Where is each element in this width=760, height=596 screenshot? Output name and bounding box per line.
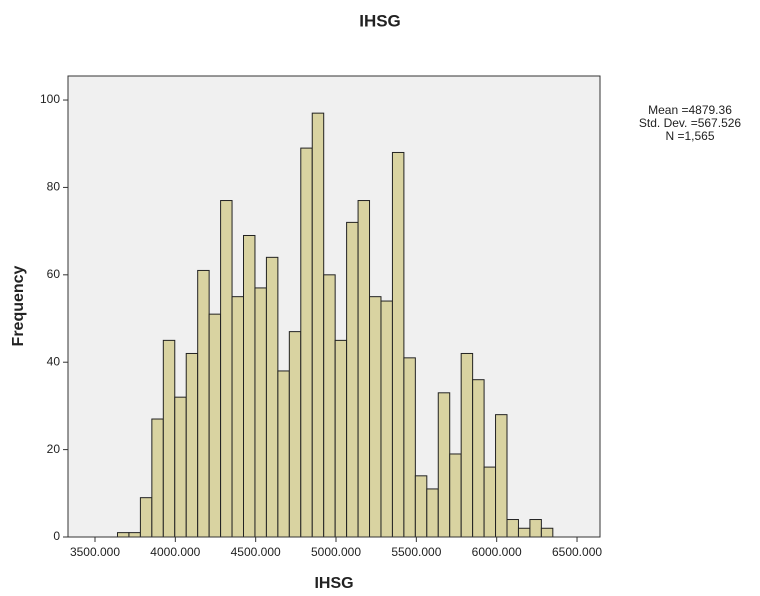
x-tick-label: 4000.000 <box>150 545 200 559</box>
bar <box>185 352 199 538</box>
bar <box>391 151 405 538</box>
y-axis-title: Frequency <box>10 265 27 346</box>
bar <box>162 339 176 538</box>
bar <box>369 296 382 538</box>
bar <box>265 256 279 538</box>
bar <box>380 300 393 538</box>
bar <box>139 497 153 538</box>
bar <box>323 274 336 538</box>
bar <box>414 475 428 538</box>
x-tick-label: 6000.000 <box>472 545 522 559</box>
bar <box>517 527 531 538</box>
bar <box>483 466 497 538</box>
bar <box>529 519 542 538</box>
y-tick-label: 100 <box>40 92 60 106</box>
y-tick-label: 80 <box>47 180 61 194</box>
bar <box>288 331 302 538</box>
y-tick-label: 40 <box>47 354 61 368</box>
plot-border <box>67 75 601 538</box>
y-tick-label: 0 <box>53 529 60 543</box>
bar <box>116 532 130 538</box>
bar <box>506 519 519 538</box>
bar <box>460 352 474 538</box>
x-tick-label: 4500.000 <box>231 545 281 559</box>
x-tick-label: 5500.000 <box>391 545 441 559</box>
y-tick-label: 60 <box>47 267 61 281</box>
bar <box>243 234 256 538</box>
bar <box>472 379 485 538</box>
bar <box>254 287 267 538</box>
bar <box>231 296 245 538</box>
bar <box>334 339 348 538</box>
bar <box>300 147 313 538</box>
stat-annotation: Mean =4879.36 <box>648 103 732 117</box>
x-tick-label: 6500.000 <box>552 545 602 559</box>
bar <box>128 532 141 538</box>
bar <box>174 396 187 538</box>
x-tick-label: 3500.000 <box>70 545 120 559</box>
x-axis-title: IHSG <box>314 575 353 592</box>
bar <box>277 370 290 538</box>
bar <box>403 357 416 538</box>
stat-annotation: N =1,565 <box>665 129 714 143</box>
bar <box>495 414 508 538</box>
bar <box>220 200 233 538</box>
bar <box>357 200 371 538</box>
bar <box>437 392 451 538</box>
bar <box>311 112 325 538</box>
bar <box>208 313 222 538</box>
bar <box>540 527 554 538</box>
y-tick-label: 20 <box>47 442 61 456</box>
bar <box>151 418 164 538</box>
x-tick-label: 5000.000 <box>311 545 361 559</box>
bar <box>197 269 210 538</box>
stat-annotation: Std. Dev. =567.526 <box>639 116 742 130</box>
chart-title: IHSG <box>359 11 401 30</box>
bar <box>346 221 359 538</box>
bar <box>449 453 462 538</box>
bar <box>426 488 439 538</box>
